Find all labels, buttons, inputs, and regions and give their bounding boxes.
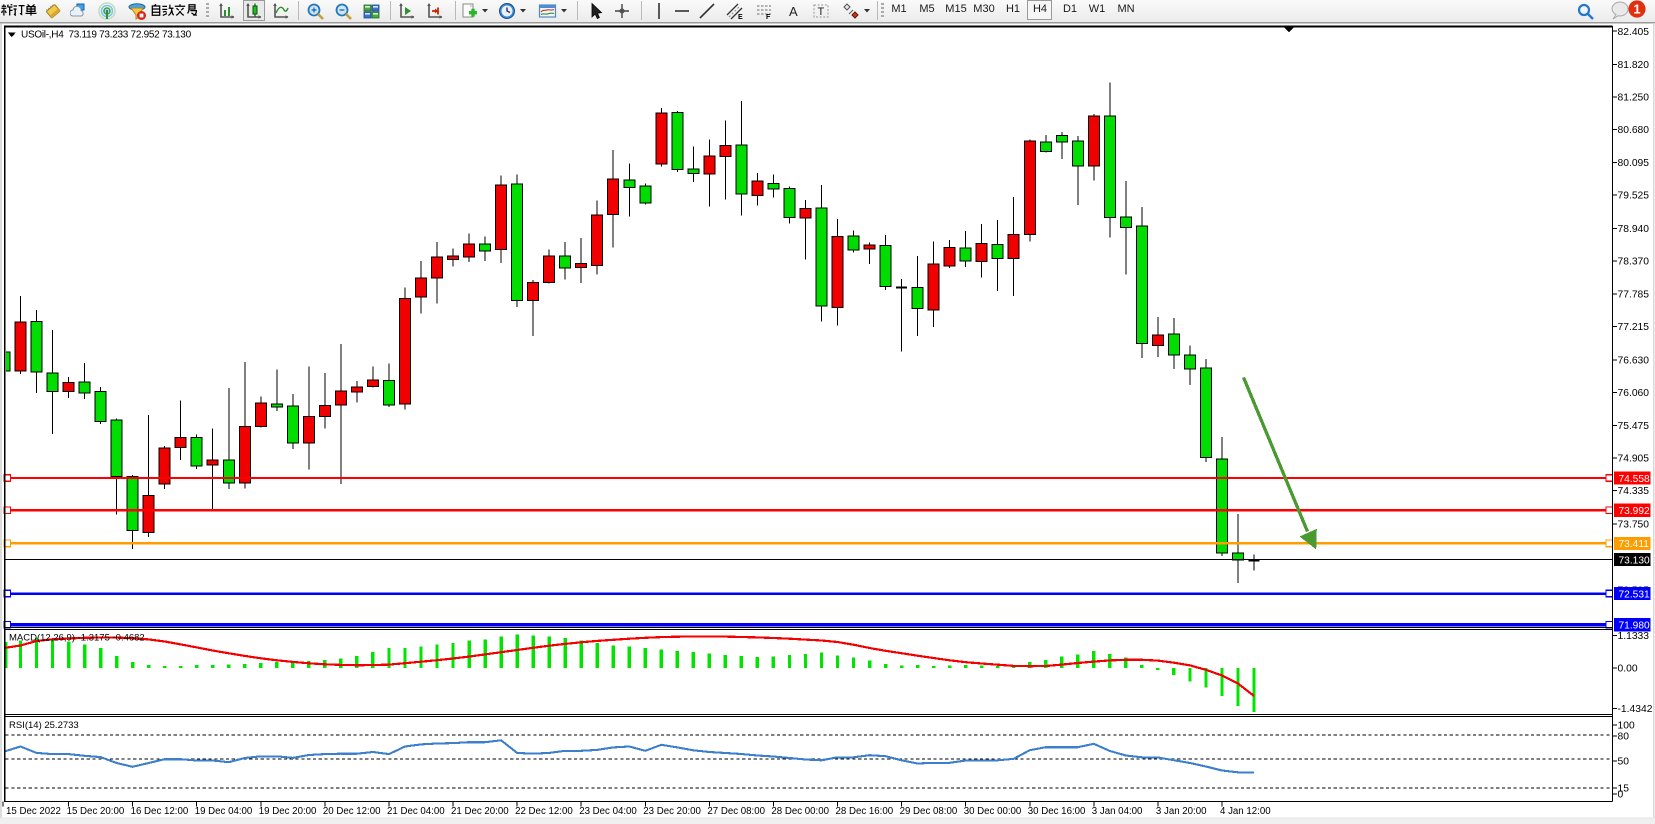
- svg-text:27 Dec 08:00: 27 Dec 08:00: [707, 806, 765, 817]
- svg-text:73.750: 73.750: [1618, 520, 1650, 531]
- svg-text:21 Dec 04:00: 21 Dec 04:00: [387, 806, 445, 817]
- svg-text:76.060: 76.060: [1618, 388, 1650, 399]
- svg-text:28 Dec 00:00: 28 Dec 00:00: [771, 806, 829, 817]
- svg-text:3 Jan 04:00: 3 Jan 04:00: [1092, 806, 1143, 817]
- svg-text:29 Dec 08:00: 29 Dec 08:00: [900, 806, 958, 817]
- svg-text:80.680: 80.680: [1618, 125, 1650, 136]
- svg-text:72.531: 72.531: [1619, 589, 1650, 600]
- svg-text:19 Dec 04:00: 19 Dec 04:00: [195, 806, 253, 817]
- svg-text:22 Dec 12:00: 22 Dec 12:00: [515, 806, 573, 817]
- svg-text:0.00: 0.00: [1618, 663, 1638, 674]
- svg-text:USOil-,H4 73.119 73.233 72.95: USOil-,H4 73.119 73.233 72.952 73.130: [21, 30, 192, 41]
- svg-text:80: 80: [1618, 731, 1630, 742]
- svg-text:0: 0: [1618, 790, 1624, 801]
- svg-text:80.095: 80.095: [1618, 158, 1650, 169]
- svg-text:RSI(14) 25.2733: RSI(14) 25.2733: [9, 720, 79, 731]
- svg-text:16 Dec 12:00: 16 Dec 12:00: [131, 806, 189, 817]
- svg-text:75.475: 75.475: [1618, 421, 1650, 432]
- svg-text:79.525: 79.525: [1618, 191, 1650, 202]
- svg-text:30 Dec 16:00: 30 Dec 16:00: [1028, 806, 1086, 817]
- svg-text:15 Dec 20:00: 15 Dec 20:00: [67, 806, 125, 817]
- svg-text:74.335: 74.335: [1618, 486, 1650, 497]
- svg-text:73.992: 73.992: [1619, 506, 1650, 517]
- svg-text:F: F: [766, 14, 771, 21]
- svg-text:74.558: 74.558: [1619, 474, 1650, 485]
- svg-text:21 Dec 20:00: 21 Dec 20:00: [451, 806, 509, 817]
- svg-text:-1.4342: -1.4342: [1618, 704, 1653, 715]
- svg-text:E: E: [738, 14, 743, 21]
- svg-text:100: 100: [1618, 721, 1635, 732]
- svg-text:77.215: 77.215: [1618, 322, 1650, 333]
- svg-text:19 Dec 20:00: 19 Dec 20:00: [259, 806, 317, 817]
- svg-text:A: A: [789, 4, 798, 19]
- svg-text:73.130: 73.130: [1619, 555, 1650, 566]
- svg-text:23 Dec 04:00: 23 Dec 04:00: [579, 806, 637, 817]
- svg-text:50: 50: [1618, 756, 1630, 767]
- svg-text:1.1333: 1.1333: [1618, 631, 1650, 642]
- svg-text:4 Jan 12:00: 4 Jan 12:00: [1220, 806, 1271, 817]
- svg-text:1: 1: [1633, 2, 1640, 17]
- svg-text:77.785: 77.785: [1618, 290, 1650, 301]
- svg-text:30 Dec 00:00: 30 Dec 00:00: [964, 806, 1022, 817]
- svg-text:78.370: 78.370: [1618, 257, 1650, 268]
- svg-text:73.411: 73.411: [1619, 539, 1650, 550]
- svg-text:15 Dec 2022: 15 Dec 2022: [6, 806, 61, 817]
- svg-text:T: T: [818, 6, 825, 18]
- svg-text:78.940: 78.940: [1618, 224, 1650, 235]
- svg-text:71.980: 71.980: [1619, 620, 1650, 631]
- svg-text:28 Dec 16:00: 28 Dec 16:00: [836, 806, 894, 817]
- svg-text:81.820: 81.820: [1618, 60, 1650, 71]
- svg-text:3 Jan 20:00: 3 Jan 20:00: [1156, 806, 1207, 817]
- svg-text:81.250: 81.250: [1618, 93, 1650, 104]
- svg-text:23 Dec 20:00: 23 Dec 20:00: [643, 806, 701, 817]
- svg-text:74.905: 74.905: [1618, 454, 1650, 465]
- svg-text:20 Dec 12:00: 20 Dec 12:00: [323, 806, 381, 817]
- svg-text:82.405: 82.405: [1618, 27, 1650, 38]
- svg-text:15: 15: [1618, 784, 1630, 795]
- svg-text:MACD(12,26,9) -1.3175 -0.4682: MACD(12,26,9) -1.3175 -0.4682: [9, 633, 145, 644]
- svg-text:76.630: 76.630: [1618, 356, 1650, 367]
